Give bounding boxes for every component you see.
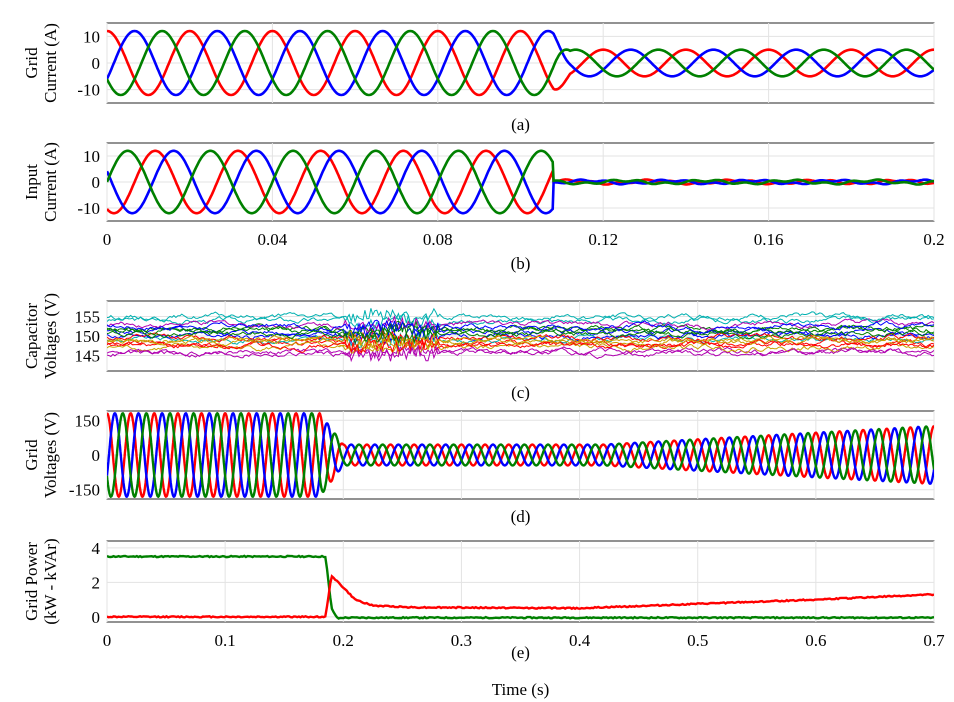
y-tick-label: -150: [69, 481, 100, 500]
x-tick-label: 0.12: [588, 230, 618, 249]
y-axis-label: InputCurrent (A): [22, 142, 60, 222]
x-tick-label: 0.4: [569, 631, 591, 650]
y-tick-label: 10: [83, 147, 100, 166]
panel-e: 0 2 4 0 0.1 0.2 0.3 0.4 0.5 0.6 0.7 Grid Power(kW -…: [22, 538, 945, 699]
y-tick-label: 0: [92, 608, 101, 627]
series-line: [107, 330, 934, 350]
x-tick-label: 0.7: [923, 631, 945, 650]
y-tick-label: 155: [75, 308, 101, 327]
series-line: [107, 574, 934, 619]
y-axis-label: GridVoltages (V): [22, 412, 60, 498]
y-axis-label: Grid Power(kW - kVAr): [22, 538, 60, 624]
series-line: [107, 411, 934, 499]
y-tick-label: -10: [77, 199, 100, 218]
panel-caption: (d): [511, 507, 531, 526]
x-tick-label: 0.5: [687, 631, 708, 650]
y-tick-label: 145: [75, 346, 101, 365]
series-line: [107, 327, 934, 345]
series-line: [107, 149, 934, 215]
plot-area: [106, 540, 935, 623]
series-line: [107, 29, 934, 97]
series-line: [107, 149, 934, 215]
y-tick-label: 150: [75, 411, 101, 430]
y-tick-label: 0: [92, 173, 101, 192]
x-tick-label: 0.2: [923, 230, 944, 249]
series-line: [107, 307, 934, 325]
series-line: [107, 554, 934, 620]
x-tick-label: 0.08: [423, 230, 453, 249]
x-tick-label: 0.3: [451, 631, 472, 650]
y-tick-label: 10: [83, 27, 100, 46]
y-tick-label: 4: [92, 539, 101, 558]
y-tick-label: 0: [92, 54, 101, 73]
y-tick-label: 150: [75, 327, 101, 346]
series-line: [107, 320, 934, 340]
y-tick-label: 0: [92, 446, 101, 465]
panel-a: -10 0 10 GridCurrent (A) (a): [22, 22, 935, 134]
y-tick-label: 2: [92, 573, 101, 592]
series-line: [107, 314, 934, 334]
panel-caption: (c): [511, 383, 530, 402]
panel-caption: (a): [511, 115, 530, 134]
x-tick-label: 0.1: [215, 631, 236, 650]
series-line: [107, 344, 934, 363]
x-axis-label: Time (s): [492, 680, 549, 699]
x-tick-label: 0.6: [805, 631, 826, 650]
panel-caption: (e): [511, 643, 530, 662]
panel-d: -150 0 150 GridVoltages (V) (d): [22, 410, 935, 526]
x-tick-label: 0: [103, 631, 112, 650]
panel-caption: (b): [511, 254, 531, 273]
series-line: [107, 312, 934, 330]
x-tick-label: 0: [103, 230, 112, 249]
x-tick-label: 0.04: [258, 230, 288, 249]
series-line: [107, 336, 934, 354]
x-tick-label: 0.16: [754, 230, 784, 249]
y-axis-label: GridCurrent (A): [22, 23, 60, 103]
series-line: [107, 319, 934, 337]
x-tick-label: 0.2: [333, 631, 354, 650]
series-line: [107, 329, 934, 345]
y-axis-label: CapacitorVoltages (V): [22, 293, 60, 379]
y-tick-label: -10: [77, 81, 100, 100]
